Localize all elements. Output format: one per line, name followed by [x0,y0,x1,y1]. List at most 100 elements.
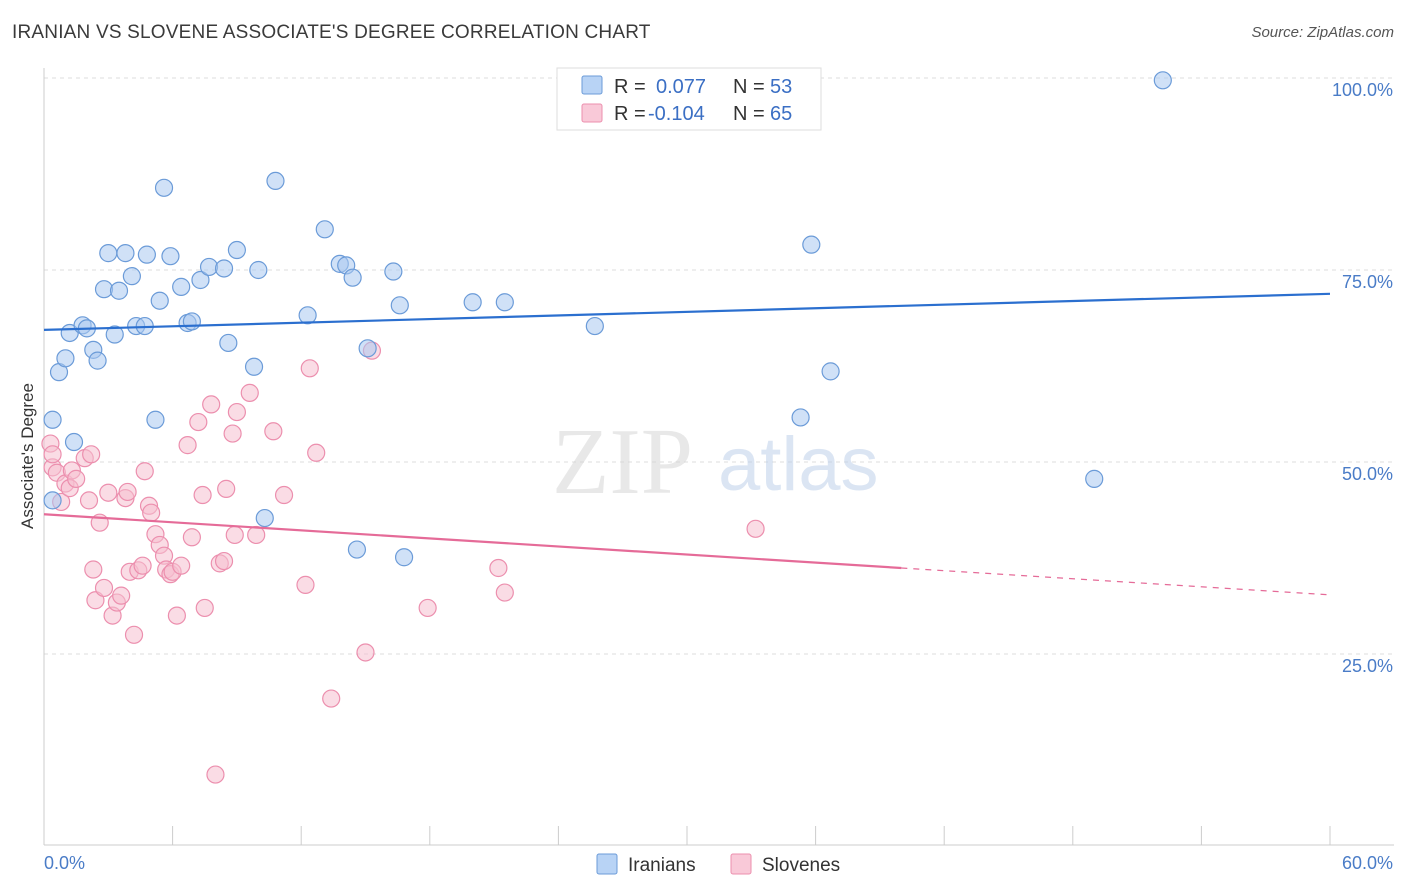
iranians-points [43,71,1172,567]
x-tick-label-max: 60.0% [1342,853,1393,873]
slovenes-trend-line-extension [901,567,1331,596]
iranians-point-27 [199,257,219,277]
iranians-point-39 [343,268,362,287]
slovenes-point-15 [94,578,114,598]
slovenes-point-8 [67,469,86,488]
slovenes-point-56 [307,443,326,462]
slovenes-point-39 [189,412,208,432]
iranians-point-14 [116,244,135,263]
iranians-point-44 [394,548,414,567]
slovenes-point-23 [124,625,144,644]
legend-n-value-iranians: 53 [770,76,792,98]
slovenes-point-47 [223,424,242,443]
slovenes-point-51 [247,525,266,545]
legend-n-label-iranians: N = [733,76,765,98]
slovenes-point-49 [227,402,246,422]
slovenes-point-50 [240,383,259,402]
slovenes-point-61 [489,558,508,578]
slovenes-point-42 [202,395,221,414]
iranians-point-21 [154,178,174,197]
iranians-point-25 [182,312,201,331]
slovenes-point-62 [495,583,514,602]
legend-r-value-slovenes: -0.104 [648,103,705,125]
slovenes-point-26 [135,462,154,481]
iranians-point-42 [384,262,403,281]
slovenes-point-16 [99,483,118,502]
slovenes-point-2 [43,445,62,464]
slovenes-point-36 [172,556,191,575]
x-tick-label-min: 0.0% [44,853,85,873]
chart-title: IRANIAN VS SLOVENE ASSOCIATE'S DEGREE CO… [12,22,651,43]
iranians-point-12 [105,325,124,344]
watermark-zip: ZIP [552,410,693,514]
slovenes-point-12 [84,560,103,579]
legend-r-label-slovenes: R = [614,103,646,125]
slovenes-point-54 [296,575,315,594]
iranians-trend-line [43,292,1331,332]
iranians-point-18 [137,245,156,264]
iranians-point-49 [802,235,821,254]
slovenes-point-38 [182,528,201,547]
bottom-legend-swatch-iranians [596,853,618,875]
bottom-legend-slovenes: Slovenes [762,855,840,876]
legend-r-value-iranians: 0.077 [656,76,706,98]
y-tick-label-50: 50.0% [1342,464,1393,484]
iranians-point-45 [463,293,482,312]
slovenes-point-46 [217,479,236,498]
iranians-point-35 [298,306,317,325]
iranians-point-43 [390,296,409,315]
slovenes-point-25 [133,556,152,575]
y-axis-title: Associate's Degree [18,383,37,529]
iranians-point-40 [347,540,367,559]
slovenes-point-63 [746,519,765,538]
iranians-point-36 [315,220,334,239]
iranians-point-30 [227,240,246,260]
slovenes-trend-line [43,513,902,570]
slovenes-points [41,341,765,784]
iranians-point-13 [109,281,129,300]
legend-swatch-iranians [581,75,603,95]
y-tick-labels: 25.0% 50.0% 75.0% 100.0% [1332,80,1393,676]
slovenes-point-53 [274,485,294,505]
iranians-point-5 [64,432,84,452]
iranians-point-51 [1085,469,1104,488]
legend-swatch-slovenes [581,103,603,123]
iranians-point-47 [585,316,604,336]
stats-legend: R = 0.077 N = 53 R = -0.104 N = 65 [556,67,822,131]
slovenes-point-19 [112,586,131,605]
slovenes-point-10 [79,491,99,510]
slovenes-point-48 [225,525,244,545]
iranians-point-22 [161,247,180,266]
slovenes-point-45 [214,551,234,571]
iranians-point-11 [99,244,118,263]
iranians-point-32 [249,260,268,280]
slovenes-point-52 [264,422,283,441]
trend-lines [43,292,1331,596]
y-tick-label-25: 25.0% [1342,656,1393,676]
iranians-point-3 [56,349,75,368]
iranians-point-52 [1153,71,1172,90]
y-tick-label-75: 75.0% [1342,272,1393,292]
slovenes-point-21 [118,482,137,502]
slovenes-point-40 [193,485,212,505]
iranians-point-33 [255,508,274,528]
iranians-point-20 [150,291,169,310]
iranians-point-0 [43,491,62,510]
series-legend: Iranians Slovenes [596,853,840,876]
bottom-legend-swatch-slovenes [730,853,752,875]
iranians-point-31 [244,357,264,376]
iranians-point-34 [266,171,285,191]
slovenes-point-55 [300,359,319,378]
iranians-point-23 [172,277,191,296]
slovenes-point-57 [322,689,341,708]
iranians-point-48 [791,408,810,427]
slovenes-point-28 [142,503,161,522]
slovenes-point-43 [206,765,225,784]
y-tick-label-100: 100.0% [1332,80,1393,100]
iranians-point-46 [495,293,514,312]
iranians-point-9 [88,351,107,370]
slovenes-point-58 [356,643,375,662]
slovenes-point-60 [418,598,437,618]
legend-n-value-slovenes: 65 [770,103,792,125]
slovenes-point-41 [195,598,214,618]
